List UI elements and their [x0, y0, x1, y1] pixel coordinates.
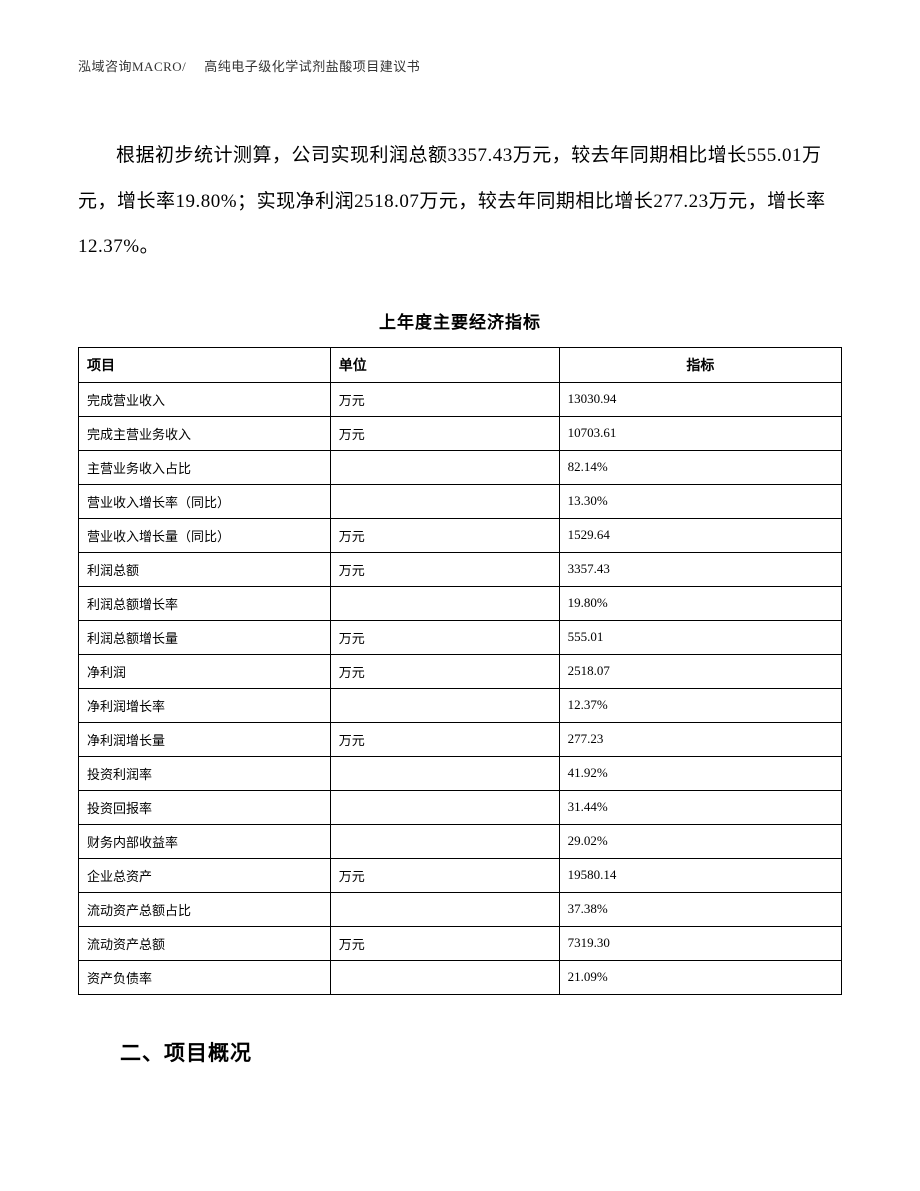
- table-cell: [330, 824, 559, 858]
- table-cell: 19580.14: [559, 858, 841, 892]
- table-cell: 1529.64: [559, 518, 841, 552]
- table-title: 上年度主要经济指标: [78, 308, 842, 333]
- table-cell: 万元: [330, 654, 559, 688]
- table-cell: 流动资产总额: [79, 926, 331, 960]
- table-row: 利润总额增长率 19.80%: [79, 586, 842, 620]
- table-cell: 企业总资产: [79, 858, 331, 892]
- table-row: 营业收入增长率（同比） 13.30%: [79, 484, 842, 518]
- table-cell: 万元: [330, 722, 559, 756]
- table-cell: 利润总额: [79, 552, 331, 586]
- table-cell: 净利润: [79, 654, 331, 688]
- table-cell: 10703.61: [559, 416, 841, 450]
- table-cell: [330, 484, 559, 518]
- table-row: 完成营业收入万元13030.94: [79, 382, 842, 416]
- table-row: 利润总额万元3357.43: [79, 552, 842, 586]
- table-cell: 财务内部收益率: [79, 824, 331, 858]
- table-cell: 万元: [330, 620, 559, 654]
- table-cell: 万元: [330, 858, 559, 892]
- table-cell: 555.01: [559, 620, 841, 654]
- table-cell: 净利润增长率: [79, 688, 331, 722]
- col-header-item: 项目: [79, 347, 331, 382]
- table-cell: [330, 790, 559, 824]
- table-cell: 7319.30: [559, 926, 841, 960]
- table-cell: 完成主营业务收入: [79, 416, 331, 450]
- table-cell: 净利润增长量: [79, 722, 331, 756]
- table-cell: [330, 688, 559, 722]
- table-cell: 万元: [330, 416, 559, 450]
- table-cell: [330, 892, 559, 926]
- table-cell: 万元: [330, 552, 559, 586]
- body-paragraph: 根据初步统计测算，公司实现利润总额3357.43万元，较去年同期相比增长555.…: [78, 133, 842, 270]
- table-cell: 利润总额增长量: [79, 620, 331, 654]
- header-right: 高纯电子级化学试剂盐酸项目建议书: [204, 59, 420, 74]
- table-row: 投资回报率 31.44%: [79, 790, 842, 824]
- table-cell: 31.44%: [559, 790, 841, 824]
- table-cell: [330, 450, 559, 484]
- table-cell: 利润总额增长率: [79, 586, 331, 620]
- table-header-row: 项目 单位 指标: [79, 347, 842, 382]
- table-row: 财务内部收益率 29.02%: [79, 824, 842, 858]
- table-row: 净利润增长率 12.37%: [79, 688, 842, 722]
- table-row: 投资利润率 41.92%: [79, 756, 842, 790]
- table-cell: 277.23: [559, 722, 841, 756]
- table-row: 企业总资产万元19580.14: [79, 858, 842, 892]
- table-cell: 万元: [330, 926, 559, 960]
- table-cell: 13.30%: [559, 484, 841, 518]
- table-row: 完成主营业务收入万元10703.61: [79, 416, 842, 450]
- table-row: 利润总额增长量万元555.01: [79, 620, 842, 654]
- table-cell: 12.37%: [559, 688, 841, 722]
- table-row: 资产负债率 21.09%: [79, 960, 842, 994]
- table-cell: 资产负债率: [79, 960, 331, 994]
- table-cell: 完成营业收入: [79, 382, 331, 416]
- section-heading: 二、项目概况: [120, 1037, 842, 1067]
- table-cell: 万元: [330, 518, 559, 552]
- table-row: 净利润增长量万元277.23: [79, 722, 842, 756]
- table-cell: 37.38%: [559, 892, 841, 926]
- table-cell: 投资利润率: [79, 756, 331, 790]
- table-row: 净利润万元2518.07: [79, 654, 842, 688]
- table-cell: 82.14%: [559, 450, 841, 484]
- table-cell: [330, 586, 559, 620]
- table-cell: 41.92%: [559, 756, 841, 790]
- table-cell: 营业收入增长量（同比）: [79, 518, 331, 552]
- table-row: 营业收入增长量（同比）万元1529.64: [79, 518, 842, 552]
- table-cell: 主营业务收入占比: [79, 450, 331, 484]
- table-row: 主营业务收入占比 82.14%: [79, 450, 842, 484]
- table-row: 流动资产总额万元7319.30: [79, 926, 842, 960]
- table-row: 流动资产总额占比 37.38%: [79, 892, 842, 926]
- table-body: 完成营业收入万元13030.94完成主营业务收入万元10703.61主营业务收入…: [79, 382, 842, 994]
- table-cell: 投资回报率: [79, 790, 331, 824]
- table-cell: 流动资产总额占比: [79, 892, 331, 926]
- economic-indicators-table: 项目 单位 指标 完成营业收入万元13030.94完成主营业务收入万元10703…: [78, 347, 842, 995]
- table-cell: 13030.94: [559, 382, 841, 416]
- page-header: 泓域咨询MACRO/高纯电子级化学试剂盐酸项目建议书: [78, 56, 842, 75]
- table-cell: 万元: [330, 382, 559, 416]
- table-cell: [330, 756, 559, 790]
- table-cell: 29.02%: [559, 824, 841, 858]
- table-cell: 19.80%: [559, 586, 841, 620]
- table-cell: 2518.07: [559, 654, 841, 688]
- col-header-value: 指标: [559, 347, 841, 382]
- table-cell: [330, 960, 559, 994]
- table-cell: 21.09%: [559, 960, 841, 994]
- table-cell: 营业收入增长率（同比）: [79, 484, 331, 518]
- col-header-unit: 单位: [330, 347, 559, 382]
- table-cell: 3357.43: [559, 552, 841, 586]
- header-left: 泓域咨询MACRO/: [78, 59, 186, 74]
